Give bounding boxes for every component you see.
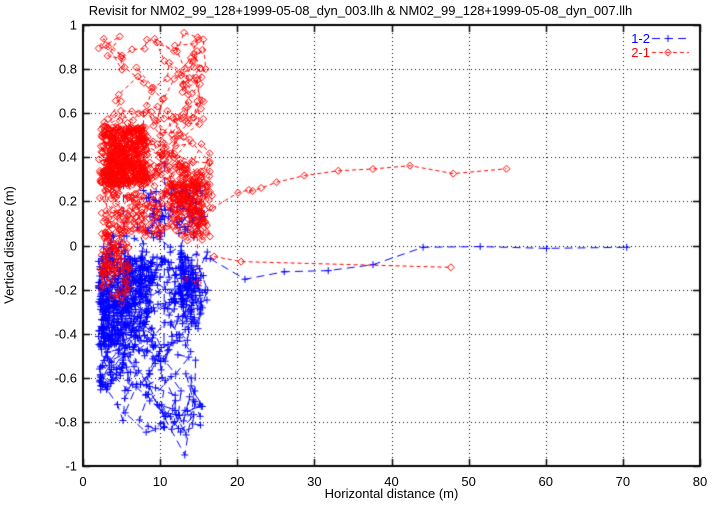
y-tick-label: 1 [69, 17, 77, 33]
y-tick-label: -1 [65, 458, 77, 474]
y-tick-label: 0 [69, 238, 77, 253]
y-tick-label: -0.2 [54, 282, 77, 298]
y-tick-label: 0.4 [58, 149, 77, 165]
x-tick-label: 50 [461, 474, 476, 489]
x-tick-label: 0 [79, 474, 87, 489]
y-tick-label: 0.2 [58, 193, 77, 209]
legend-label-series-1-2: 1-2 [631, 31, 650, 46]
y-tick-label: -0.4 [54, 326, 77, 342]
x-axis-label: Horizontal distance (m) [324, 486, 459, 501]
y-tick-label: 0.6 [58, 105, 77, 121]
x-tick-label: 60 [538, 474, 553, 489]
x-tick-label: 80 [692, 474, 708, 489]
y-tick-label: -0.8 [54, 414, 77, 430]
x-tick-label: 10 [152, 474, 168, 489]
legend-label-series-2-1: 2-1 [631, 45, 650, 60]
y-tick-label: -0.6 [54, 370, 77, 386]
x-tick-label: 70 [615, 474, 631, 489]
y-tick-label: 0.8 [58, 61, 77, 77]
x-tick-label: 30 [307, 474, 322, 489]
x-tick-label: 40 [384, 474, 399, 489]
x-tick-label: 20 [230, 474, 245, 489]
chart-title: Revisit for NM02_99_128+1999-05-08_dyn_0… [88, 3, 633, 18]
